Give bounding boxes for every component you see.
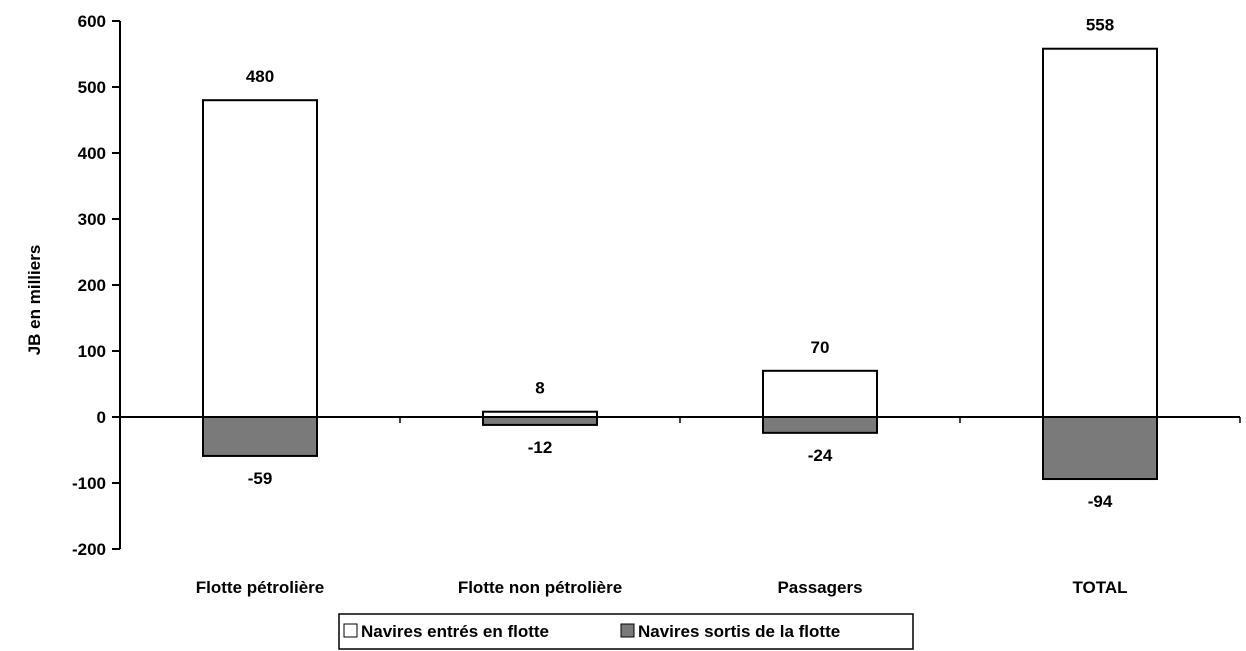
- y-tick-label: -200: [72, 540, 106, 559]
- data-label-navires-sortis: -59: [248, 469, 273, 488]
- y-tick-label: 500: [78, 78, 106, 97]
- y-tick-label: -100: [72, 474, 106, 493]
- y-tick-label: 300: [78, 210, 106, 229]
- bars-navires-entres: [202, 47, 1158, 419]
- y-tick-label: 600: [78, 12, 106, 31]
- data-label-navires-entres: 558: [1086, 16, 1114, 35]
- y-tick-label: 400: [78, 144, 106, 163]
- category-label: Passagers: [777, 578, 862, 597]
- data-label-navires-entres: 480: [246, 67, 274, 86]
- bar-navires-sortis: [202, 416, 318, 457]
- bar-navires-entres: [1042, 47, 1158, 418]
- bar-navires-sortis: [762, 416, 878, 434]
- y-tick-label: 0: [97, 408, 106, 427]
- data-labels-positive: 480 8 70 558: [246, 16, 1114, 398]
- data-label-navires-sortis: -94: [1088, 492, 1113, 511]
- category-labels: Flotte pétrolière Flotte non pétrolière Pa…: [196, 578, 1128, 597]
- bars-navires-sortis: [202, 416, 1158, 481]
- legend-swatch-navires-sortis: [620, 623, 635, 638]
- category-label: TOTAL: [1072, 578, 1127, 597]
- data-label-navires-entres: 70: [811, 338, 830, 357]
- y-tick-label: 100: [78, 342, 106, 361]
- data-labels-negative: -59 -12 -24 -94: [248, 438, 1113, 511]
- legend-label-navires-sortis: Navires sortis de la flotte: [638, 622, 840, 641]
- y-tick-label: 200: [78, 276, 106, 295]
- bar-navires-entres: [762, 369, 878, 418]
- data-label-navires-entres: 8: [535, 379, 544, 398]
- bar-navires-sortis: [482, 416, 598, 426]
- y-axis-title: JB en milliers: [25, 245, 44, 356]
- legend-swatch-navires-entres: [343, 623, 358, 638]
- data-label-navires-sortis: -12: [528, 438, 553, 457]
- category-label: Flotte pétrolière: [196, 578, 324, 597]
- legend-label-navires-entres: Navires entrés en flotte: [361, 622, 549, 641]
- bar-navires-sortis: [1042, 416, 1158, 481]
- y-axis-ticks: -200 -100 0 100 200 300 400 500 600: [72, 12, 120, 559]
- x-axis-ticks: [399, 417, 1241, 423]
- data-label-navires-sortis: -24: [808, 446, 833, 465]
- category-label: Flotte non pétrolière: [458, 578, 622, 597]
- bar-navires-entres: [202, 99, 318, 418]
- legend: Navires entrés en flotte Navires sortis …: [338, 613, 914, 650]
